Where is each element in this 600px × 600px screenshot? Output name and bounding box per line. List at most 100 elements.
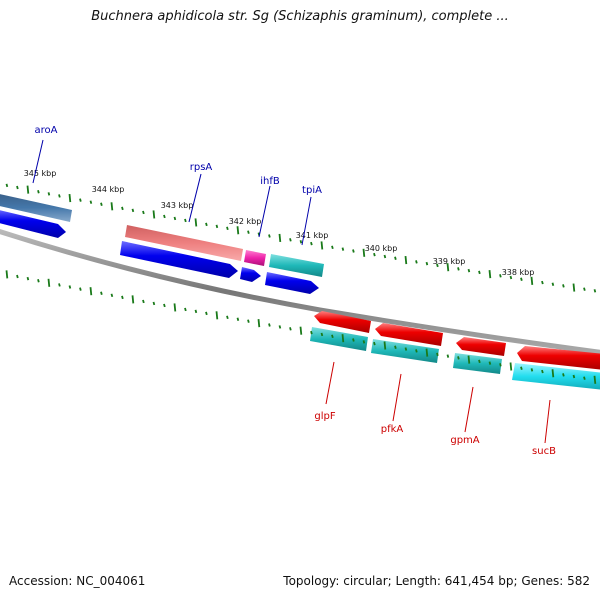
- cds-ihfB[interactable]: [240, 267, 261, 282]
- tick-mark: [100, 202, 103, 206]
- feature-tpiA: [269, 254, 324, 277]
- cds-sucB[interactable]: [517, 346, 600, 370]
- tick-mark: [541, 280, 544, 285]
- leader-pfkA: [392, 373, 402, 422]
- leader-sucB: [544, 399, 551, 444]
- tick-mark: [488, 270, 492, 279]
- gene-label-pfkA[interactable]: pfkA: [381, 424, 404, 435]
- tick-mark: [415, 260, 418, 264]
- tick-mark: [163, 214, 166, 219]
- tick-mark: [394, 345, 397, 350]
- tick-mark: [488, 361, 492, 365]
- tick-mark: [215, 224, 219, 229]
- topology-text: Topology: circular; Length: 641,454 bp; …: [283, 574, 590, 588]
- tick-mark: [478, 359, 481, 364]
- tick-mark: [26, 276, 30, 281]
- cds-gpmA[interactable]: [456, 337, 506, 356]
- tick-mark: [89, 200, 93, 204]
- tick-mark: [520, 366, 523, 370]
- tick-mark: [142, 299, 145, 304]
- gene-label-tpiA[interactable]: tpiA: [302, 185, 322, 196]
- tick-mark: [551, 282, 555, 286]
- tick-mark: [457, 356, 460, 360]
- tick-mark: [142, 210, 145, 215]
- gene-label-aroA[interactable]: aroA: [35, 125, 58, 136]
- tick-mark: [320, 241, 324, 250]
- feature-steelblue: [0, 194, 72, 222]
- tick-mark: [373, 341, 376, 346]
- tick-mark: [404, 347, 408, 351]
- tick-mark: [593, 289, 597, 293]
- tick-mark: [436, 352, 439, 357]
- tick-mark: [394, 256, 397, 261]
- tick-mark: [131, 208, 135, 213]
- tick-mark: [478, 270, 481, 275]
- gene-label-glpF[interactable]: glpF: [314, 411, 335, 422]
- tick-mark: [404, 255, 408, 265]
- leader-tpiA: [301, 196, 312, 246]
- tick-mark: [268, 323, 271, 327]
- tick-mark: [415, 349, 418, 353]
- tick-mark: [562, 284, 565, 288]
- tick-mark: [467, 268, 471, 273]
- tick-mark: [341, 334, 345, 343]
- genome-backbone: [0, 228, 600, 355]
- feature-sucB: [512, 363, 600, 390]
- tick-label: 340 kbp: [365, 244, 398, 253]
- tick-mark: [37, 279, 40, 283]
- tick-mark: [278, 233, 282, 243]
- cds-aroA[interactable]: [0, 209, 66, 238]
- tick-mark: [226, 226, 229, 231]
- tick-mark: [299, 326, 303, 335]
- tick-mark: [121, 295, 124, 300]
- tick-mark: [310, 330, 313, 335]
- tick-layer: 345 kbp 344 kbp 343 kbp 342 kbp 341 kbp 340 k…: [5, 169, 597, 384]
- tick-mark: [184, 218, 187, 223]
- cds-pfkA[interactable]: [375, 323, 443, 346]
- cds-glpF[interactable]: [314, 311, 371, 333]
- tick-mark: [583, 376, 586, 380]
- tick-mark: [341, 247, 345, 251]
- tick-mark: [446, 263, 450, 272]
- tick-mark: [47, 192, 51, 196]
- tick-label: 345 kbp: [24, 169, 57, 178]
- forward-features: [0, 194, 324, 294]
- tick-mark: [173, 216, 177, 221]
- tick-mark: [131, 295, 135, 304]
- gene-label-sucB[interactable]: sucB: [532, 446, 556, 457]
- tick-mark: [100, 291, 103, 295]
- tick-mark: [47, 278, 51, 287]
- tick-mark: [530, 368, 534, 372]
- tick-mark: [383, 254, 387, 259]
- tick-mark: [58, 283, 61, 287]
- tick-mark: [331, 334, 334, 339]
- tick-label: 342 kbp: [229, 217, 262, 226]
- tick-mark: [362, 340, 366, 344]
- tick-mark: [110, 202, 114, 211]
- tick-mark: [352, 249, 355, 253]
- leader-gpmA: [464, 386, 474, 433]
- gene-label-gpmA[interactable]: gpmA: [450, 435, 479, 446]
- tick-mark: [520, 277, 523, 281]
- tick-mark: [215, 311, 219, 320]
- tick-mark: [310, 241, 313, 246]
- cds-tpiA[interactable]: [265, 272, 319, 294]
- map-title: Buchnera aphidicola str. Sg (Schizaphis …: [91, 9, 509, 24]
- tick-mark: [446, 354, 450, 358]
- tick-mark: [457, 267, 460, 271]
- tick-label: 343 kbp: [161, 201, 194, 210]
- tick-mark: [362, 248, 366, 257]
- leader-glpF: [325, 361, 335, 405]
- feature-gpmA: [453, 353, 502, 374]
- tick-mark: [163, 303, 166, 308]
- tick-mark: [236, 317, 240, 321]
- tick-mark: [268, 234, 271, 238]
- gene-label-ihfB[interactable]: ihfB: [260, 176, 280, 187]
- tick-mark: [583, 287, 586, 291]
- tick-mark: [205, 222, 208, 227]
- cds-rpsA[interactable]: [120, 241, 238, 278]
- gene-label-rpsA[interactable]: rpsA: [190, 162, 213, 173]
- tick-mark: [89, 287, 93, 296]
- tick-mark: [16, 185, 19, 190]
